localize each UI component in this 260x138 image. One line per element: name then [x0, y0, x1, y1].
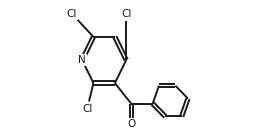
- Text: Cl: Cl: [121, 9, 131, 19]
- Text: O: O: [127, 119, 135, 129]
- Text: Cl: Cl: [67, 9, 77, 19]
- Text: Cl: Cl: [82, 104, 92, 114]
- Text: N: N: [78, 55, 86, 65]
